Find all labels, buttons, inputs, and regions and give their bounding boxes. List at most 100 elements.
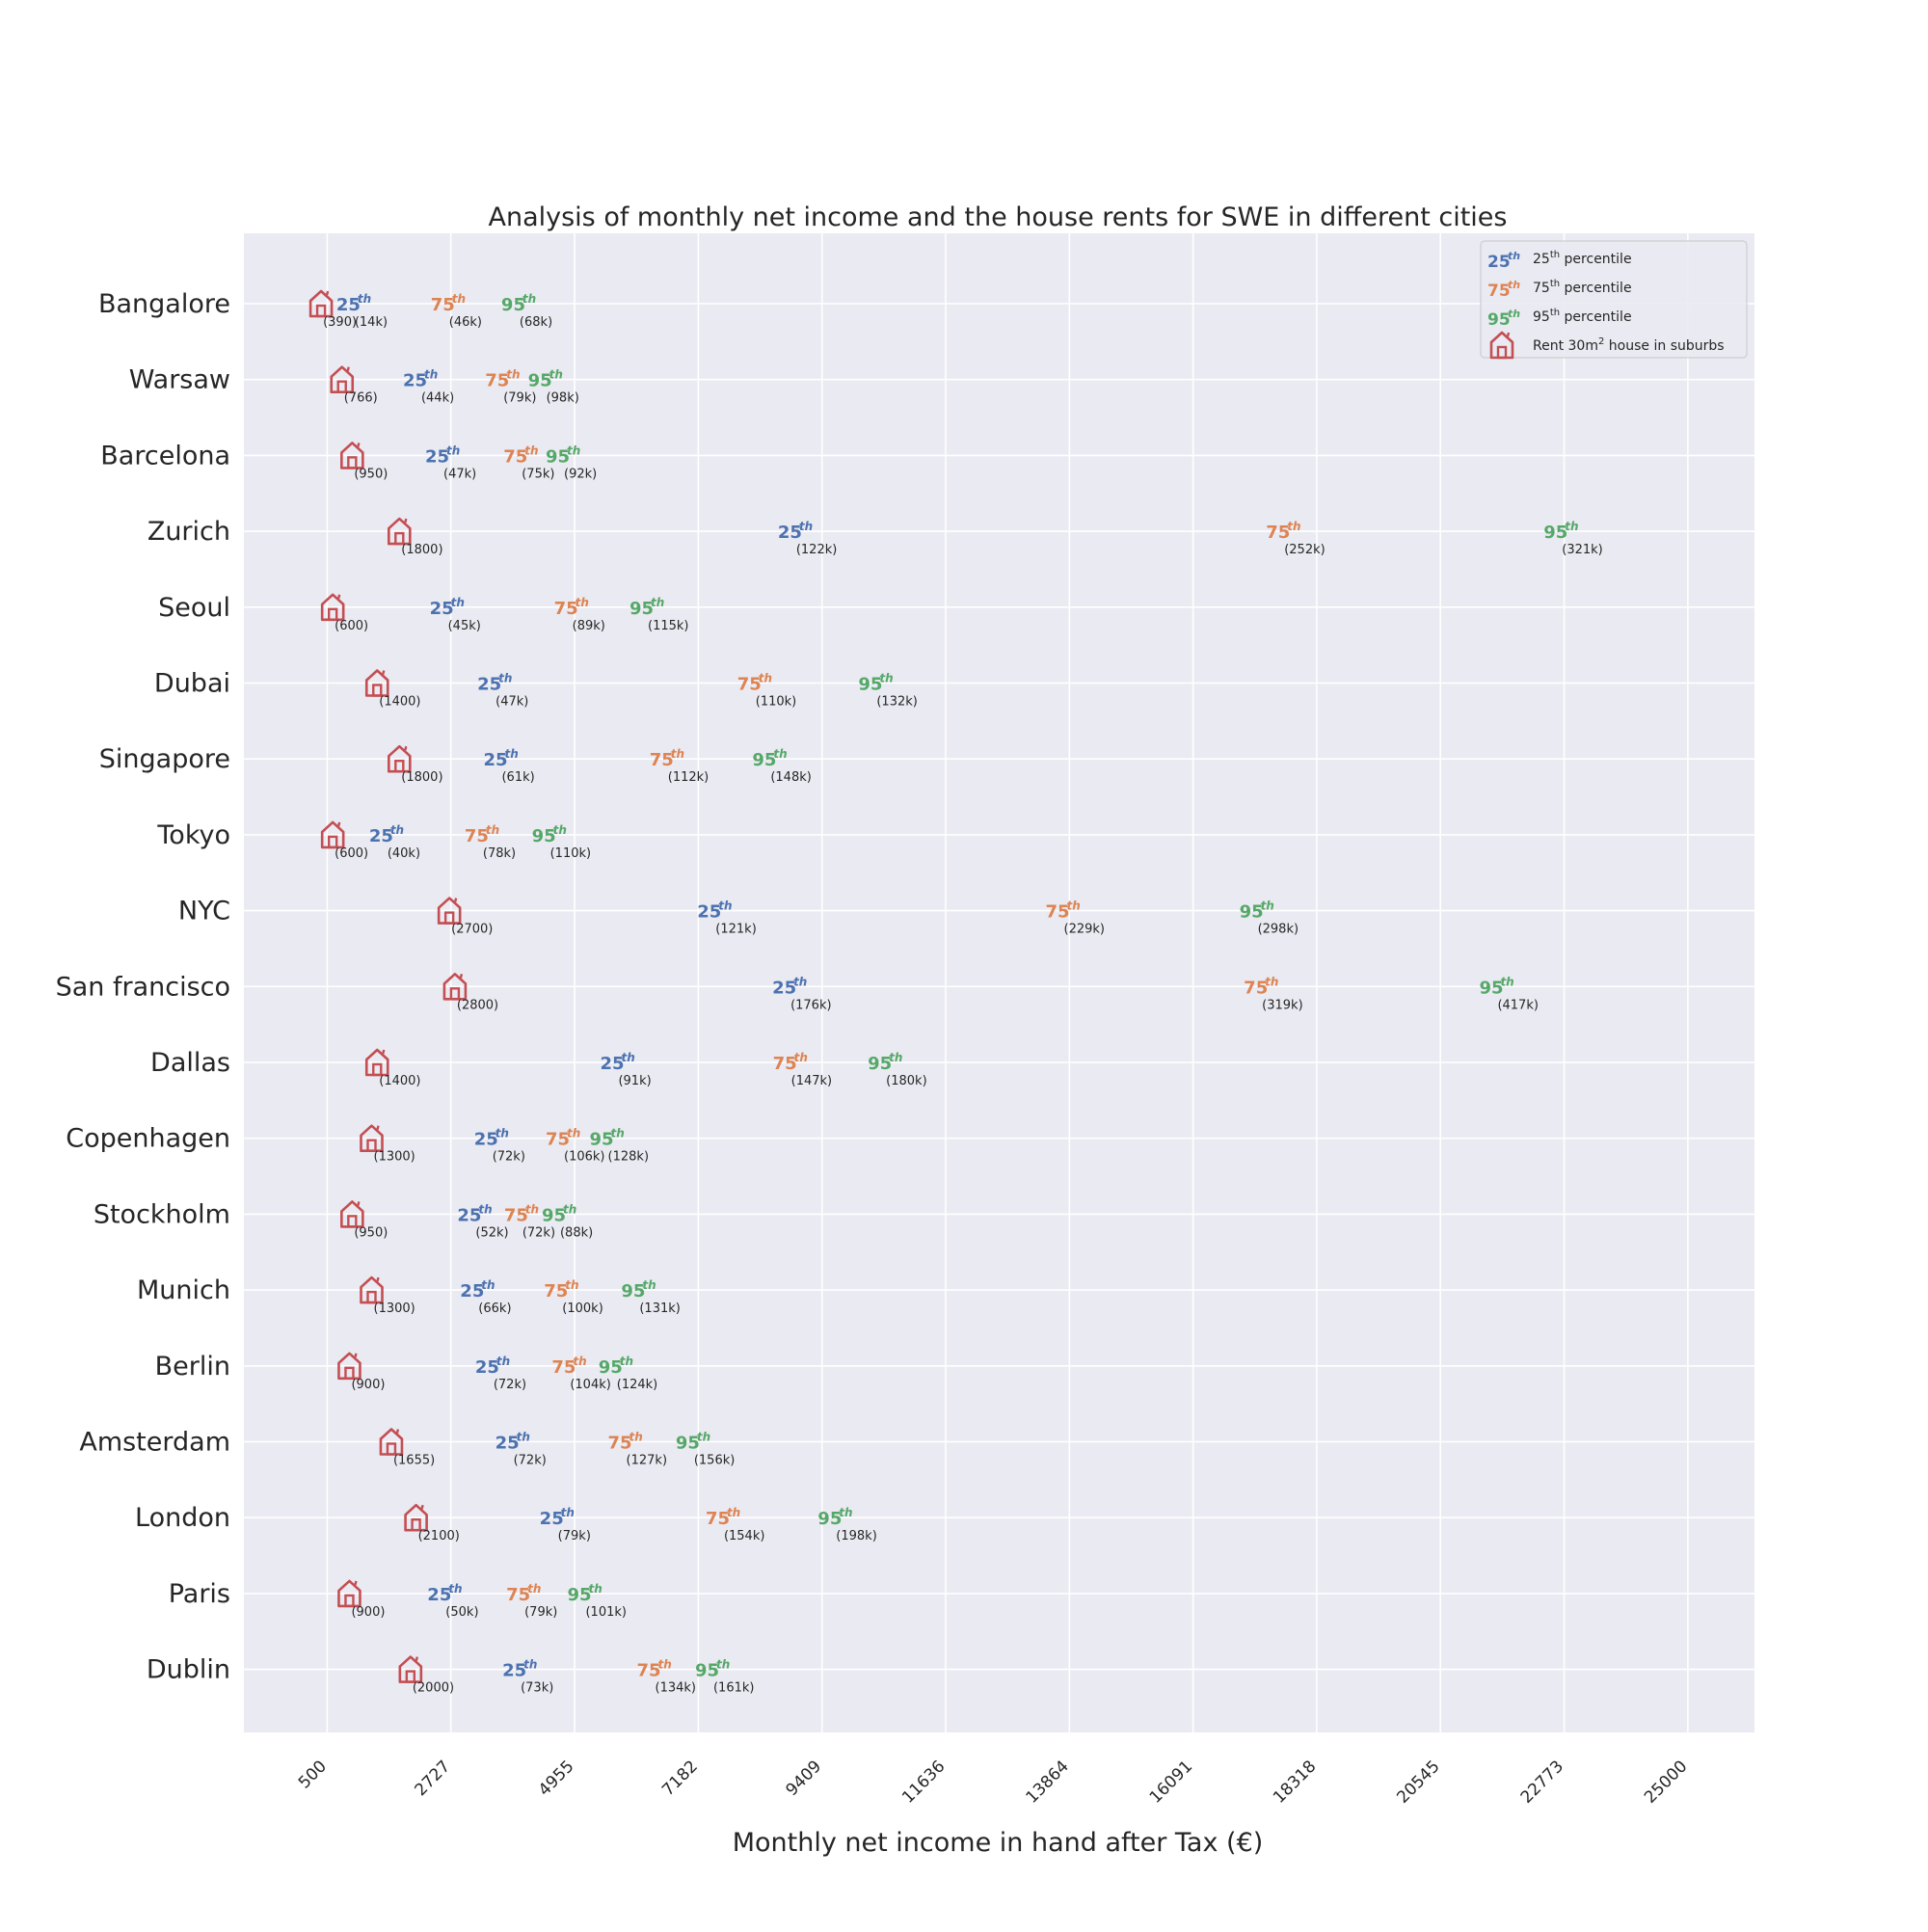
y-tick-label: Munich (137, 1275, 230, 1305)
rent-marker (320, 820, 345, 849)
p95-marker: 95th (858, 672, 893, 695)
percentile-number: 95 (629, 599, 654, 619)
legend-house-icon (1489, 331, 1514, 360)
city-marks-singapore: (1800)25th(61k)75th(112k)95th(148k) (388, 744, 812, 785)
percentile-number: 25 (430, 599, 454, 619)
p75-label: (112k) (668, 770, 710, 785)
percentile-number: 95 (528, 371, 552, 391)
p95-label: (180k) (886, 1074, 927, 1088)
p25-marker: 25th (495, 1431, 530, 1454)
percentile-suffix: th (522, 292, 536, 306)
p95-label: (115k) (648, 619, 689, 633)
p75-marker: 75th (1046, 899, 1081, 923)
p25-label: (50k) (445, 1605, 478, 1620)
y-ticks: Bangalore Warsaw Barcelona Zurich Seoul Dubai… (56, 289, 230, 1685)
percentile-number: 95 (1479, 978, 1503, 998)
y-tick-label: Barcelona (100, 441, 230, 470)
y-tick-label: Dubai (154, 669, 230, 699)
percentile-suffix: th (718, 899, 732, 913)
p25-label: (121k) (715, 923, 757, 937)
p75-label: (134k) (656, 1681, 697, 1696)
house-door (443, 911, 455, 925)
percentile-suffix: th (889, 1051, 902, 1064)
house-chimney (337, 594, 341, 600)
p95-label: (131k) (639, 1301, 681, 1316)
y-tick-label: NYC (178, 897, 230, 926)
house-outline (1489, 331, 1514, 360)
y-tick-label: San francisco (56, 972, 230, 1002)
percentile-number: 25 (403, 371, 427, 391)
percentile-suffix: th (553, 823, 567, 837)
percentile-number: 75 (737, 675, 762, 695)
rent-marker (388, 517, 412, 546)
percentile-number: 75 (504, 1205, 528, 1225)
p75-marker: 75th (485, 368, 520, 391)
percentile-number: 25 (778, 523, 802, 543)
legend-marker-number: 75 (1487, 282, 1511, 301)
rent-label: (1300) (374, 1301, 415, 1316)
y-tick-label: Warsaw (129, 365, 230, 395)
p95-marker: 95th (528, 368, 563, 391)
p75-marker: 75th (465, 823, 499, 846)
city-marks-dubai: (1400)25th(47k)75th(110k)95th(132k) (364, 669, 918, 710)
percentile-number: 95 (858, 675, 882, 695)
rent-label: (1655) (393, 1454, 435, 1468)
house-chimney (453, 898, 458, 902)
percentile-number: 75 (503, 446, 527, 467)
percentile-suffix: th (697, 1431, 710, 1444)
percentile-number: 25 (475, 1357, 499, 1378)
rent-marker (320, 593, 345, 622)
house-outline (388, 744, 412, 773)
percentile-suffix: th (496, 1355, 510, 1368)
p95-marker: 95th (501, 292, 536, 315)
percentile-suffix: th (451, 596, 465, 609)
rent-label: (390) (323, 315, 357, 330)
percentile-number: 25 (697, 902, 721, 923)
p25-marker: 25th (369, 823, 404, 846)
p75-label: (110k) (756, 695, 797, 710)
percentile-number: 75 (608, 1434, 632, 1454)
p25-label: (14k) (355, 315, 388, 330)
house-outline (360, 1124, 384, 1152)
p25-marker: 25th (540, 1506, 575, 1529)
y-tick-label: Stockholm (94, 1199, 230, 1229)
p75-marker: 75th (551, 1355, 586, 1378)
rent-label: (2800) (457, 998, 498, 1012)
percentile-suffix: th (448, 1582, 462, 1596)
percentile-suffix: th (671, 747, 684, 761)
rent-marker (337, 1579, 362, 1608)
percentile-suffix: th (549, 368, 563, 382)
house-door (344, 1594, 355, 1608)
p25-label: (40k) (388, 846, 420, 861)
p95-marker: 95th (590, 1127, 625, 1150)
house-door (366, 1139, 377, 1152)
percentile-suffix: th (1265, 975, 1278, 988)
house-chimney (357, 443, 361, 447)
city-marks-dublin: (2000)25th(73k)75th(134k)95th(161k) (398, 1655, 754, 1696)
percentile-suffix: th (567, 443, 580, 457)
rent-label: (1800) (401, 543, 442, 557)
rent-label: (2100) (418, 1529, 460, 1543)
house-door (449, 987, 461, 1001)
p95-marker: 95th (1479, 975, 1513, 998)
p25-label: (44k) (421, 391, 454, 406)
percentile-number: 75 (546, 1130, 570, 1150)
city-marks-zurich: (1800)25th(122k)75th(252k)95th(321k) (388, 517, 1603, 557)
p75-label: (78k) (483, 846, 516, 861)
percentile-number: 75 (554, 599, 578, 619)
p95-marker: 95th (695, 1658, 730, 1681)
percentile-number: 95 (752, 750, 776, 770)
percentile-suffix: th (793, 975, 807, 988)
p95-label: (101k) (585, 1605, 627, 1620)
house-outline (364, 669, 389, 697)
house-door (405, 1670, 416, 1683)
percentile-suffix: th (759, 672, 772, 685)
percentile-suffix: th (504, 747, 518, 761)
p95-label: (321k) (1562, 543, 1603, 557)
rent-label: (1400) (379, 695, 420, 710)
percentile-number: 25 (460, 1281, 484, 1301)
house-chimney (415, 1656, 418, 1661)
percentile-suffix: th (517, 1431, 530, 1444)
city-marks-san-francisco: (2800)25th(176k)75th(319k)95th(417k) (442, 973, 1539, 1012)
